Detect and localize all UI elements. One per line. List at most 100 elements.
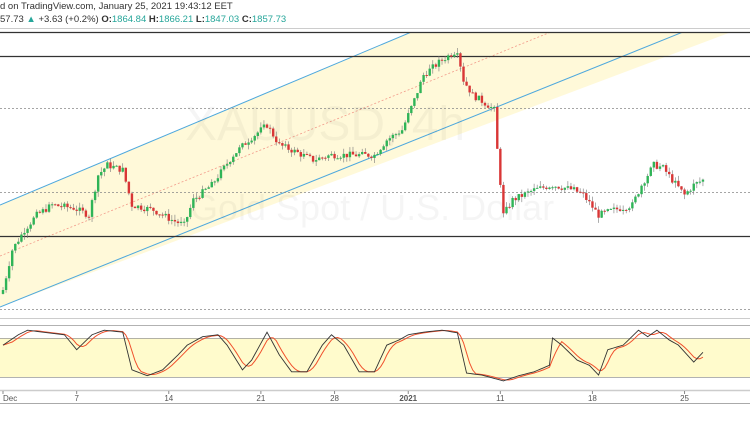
open-value: 1864.84 bbox=[111, 14, 147, 25]
candle-up bbox=[609, 208, 613, 210]
candle-up bbox=[225, 164, 229, 166]
candle-up bbox=[262, 124, 266, 128]
time-tick-label: 28 bbox=[330, 394, 339, 403]
candle-up bbox=[41, 209, 45, 213]
candle-up bbox=[78, 207, 81, 211]
stoch-k-line bbox=[2, 329, 704, 382]
candle-up bbox=[535, 187, 539, 189]
time-axis[interactable]: Dec 7 14 21 28 2021 11 18 25 bbox=[2, 391, 690, 403]
candle-down bbox=[271, 128, 275, 137]
time-tick-label: 18 bbox=[588, 394, 597, 403]
candle-up bbox=[182, 221, 186, 223]
candle-down bbox=[671, 174, 674, 183]
candle-up bbox=[600, 210, 603, 218]
candle-down bbox=[198, 197, 201, 199]
candle-up bbox=[505, 206, 508, 214]
candle-up bbox=[391, 134, 395, 139]
candle-up bbox=[674, 180, 677, 183]
open-label: O: bbox=[101, 14, 112, 25]
candle-up bbox=[238, 147, 241, 154]
candle-down bbox=[486, 105, 490, 108]
candle-down bbox=[434, 64, 438, 67]
candle-up bbox=[373, 154, 376, 158]
candle-up bbox=[388, 138, 392, 141]
candle-down bbox=[345, 153, 349, 158]
candle-down bbox=[57, 204, 60, 207]
candle-up bbox=[26, 228, 29, 233]
candles bbox=[1, 48, 705, 295]
candle-up bbox=[216, 178, 220, 182]
candle-down bbox=[471, 92, 474, 94]
high-value: 1866.21 bbox=[158, 14, 194, 25]
candle-down bbox=[290, 149, 293, 153]
candle-down bbox=[321, 157, 324, 159]
time-tick-label: 25 bbox=[680, 394, 689, 403]
candle-up bbox=[612, 207, 616, 209]
candle-up bbox=[106, 162, 109, 169]
candle-down bbox=[603, 210, 606, 212]
time-tick-label: 7 bbox=[74, 394, 79, 403]
candle-down bbox=[127, 181, 131, 194]
candle-down bbox=[474, 92, 477, 101]
candle-down bbox=[545, 187, 548, 189]
up-arrow-icon: ▲ bbox=[26, 14, 36, 25]
candle-up bbox=[640, 185, 643, 195]
candle-up bbox=[11, 250, 14, 267]
stoch-d-line bbox=[2, 330, 704, 381]
candle-up bbox=[443, 60, 447, 62]
candle-up bbox=[213, 181, 217, 183]
watermark-description: Gold Spot / U.S. Dollar bbox=[190, 187, 554, 228]
candle-down bbox=[149, 206, 152, 208]
candle-down bbox=[560, 188, 563, 190]
candle-up bbox=[336, 158, 339, 160]
candle-down bbox=[625, 209, 628, 211]
candle-up bbox=[247, 142, 250, 145]
candle-up bbox=[563, 187, 567, 190]
candle-up bbox=[652, 161, 656, 168]
candle-down bbox=[158, 214, 161, 216]
candle-down bbox=[133, 206, 137, 209]
candle-up bbox=[456, 53, 459, 55]
candle-down bbox=[139, 205, 143, 210]
candle-up bbox=[493, 106, 496, 108]
candle-down bbox=[69, 207, 72, 209]
candle-up bbox=[566, 186, 570, 188]
candle-up bbox=[29, 224, 32, 229]
candle-up bbox=[428, 68, 431, 76]
candle-up bbox=[96, 175, 100, 192]
candle-down bbox=[502, 184, 505, 214]
candle-up bbox=[256, 132, 260, 136]
candle-down bbox=[278, 142, 281, 144]
candle-up bbox=[551, 187, 554, 189]
candle-up bbox=[661, 165, 665, 167]
candle-up bbox=[410, 105, 413, 114]
candle-up bbox=[348, 151, 352, 158]
candle-up bbox=[20, 234, 23, 242]
candle-down bbox=[265, 124, 269, 128]
candle-down bbox=[84, 210, 88, 217]
candle-down bbox=[305, 153, 309, 155]
candle-down bbox=[161, 214, 164, 216]
candle-up bbox=[357, 154, 361, 157]
candle-up bbox=[689, 190, 692, 192]
close-value: 1857.73 bbox=[251, 14, 287, 25]
candle-down bbox=[143, 209, 146, 212]
candle-down bbox=[167, 213, 170, 221]
candle-up bbox=[397, 133, 401, 135]
publish-info: d on TradingView.com, January 25, 2021 1… bbox=[0, 1, 233, 12]
channel-upper-line[interactable] bbox=[0, 20, 440, 206]
candle-down bbox=[508, 206, 511, 208]
candle-down bbox=[582, 192, 585, 194]
candle-up bbox=[376, 153, 379, 155]
candle-down bbox=[591, 201, 594, 208]
candle-down bbox=[459, 53, 462, 67]
candle-up bbox=[431, 64, 434, 69]
candle-up bbox=[686, 191, 689, 195]
candle-up bbox=[529, 190, 533, 192]
candle-down bbox=[351, 151, 355, 155]
candle-up bbox=[186, 217, 189, 222]
candle-up bbox=[121, 167, 124, 172]
candle-down bbox=[60, 206, 63, 208]
candle-down bbox=[655, 161, 659, 169]
